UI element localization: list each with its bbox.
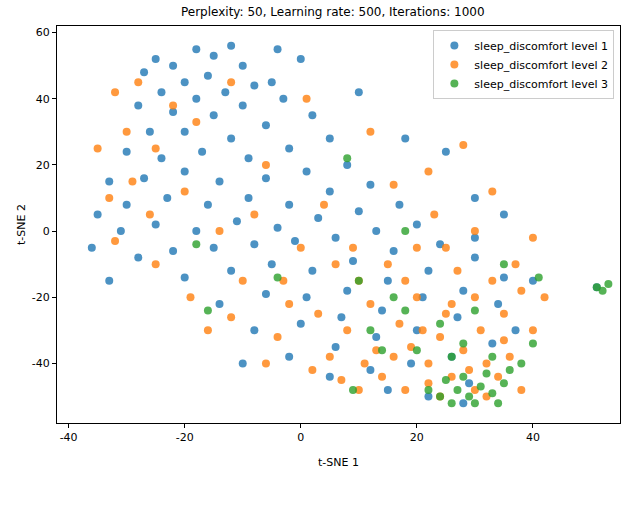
svg-text:0: 0: [297, 431, 304, 444]
svg-text:20: 20: [410, 431, 424, 444]
svg-text:40: 40: [526, 431, 540, 444]
svg-text:-40: -40: [60, 431, 78, 444]
svg-text:-20: -20: [176, 431, 194, 444]
svg-text:t-SNE 2: t-SNE 2: [15, 204, 28, 245]
svg-text:t-SNE 1: t-SNE 1: [318, 456, 359, 469]
svg-text:20: 20: [36, 159, 50, 172]
svg-text:60: 60: [36, 26, 50, 39]
svg-text:-40: -40: [32, 357, 50, 370]
svg-text:40: 40: [36, 93, 50, 106]
svg-text:sleep_discomfort level 3: sleep_discomfort level 3: [474, 78, 608, 91]
svg-text:Perplexity: 50, Learning rate:: Perplexity: 50, Learning rate: 500, Iter…: [181, 5, 485, 19]
svg-text:0: 0: [43, 225, 50, 238]
svg-text:-20: -20: [32, 291, 50, 304]
svg-text:sleep_discomfort level 1: sleep_discomfort level 1: [474, 40, 608, 53]
svg-text:sleep_discomfort level 2: sleep_discomfort level 2: [474, 59, 608, 72]
